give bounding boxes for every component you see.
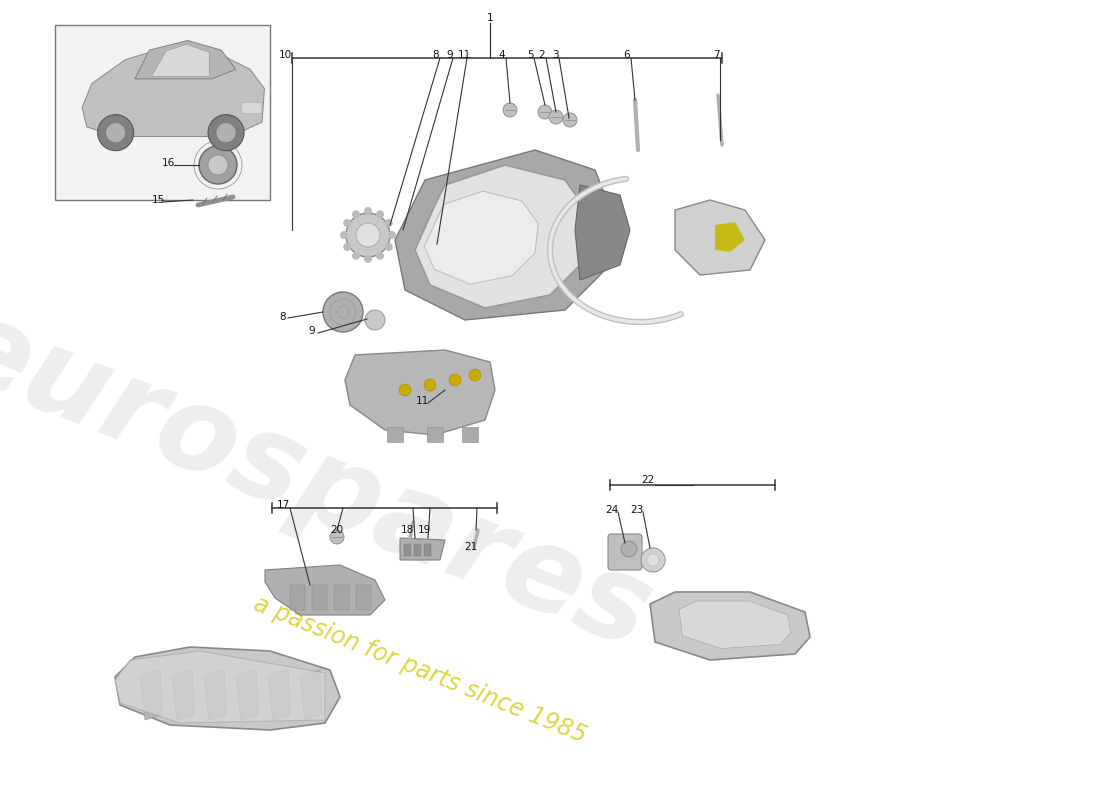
Bar: [55, 25, 270, 200]
Circle shape: [388, 231, 396, 239]
Text: 17: 17: [276, 500, 289, 510]
Polygon shape: [116, 651, 324, 723]
FancyBboxPatch shape: [608, 534, 642, 570]
Text: 2: 2: [539, 50, 546, 60]
Bar: [334, 585, 349, 610]
Circle shape: [199, 146, 236, 184]
Circle shape: [106, 122, 125, 142]
Text: 15: 15: [152, 195, 165, 205]
Text: 20: 20: [330, 525, 343, 535]
Text: a passion for parts since 1985: a passion for parts since 1985: [250, 592, 590, 748]
Text: 6: 6: [624, 50, 630, 60]
Circle shape: [340, 231, 348, 239]
Text: 16: 16: [162, 158, 175, 168]
Circle shape: [216, 122, 236, 142]
Bar: [312, 585, 327, 610]
Circle shape: [385, 243, 393, 251]
Polygon shape: [152, 44, 209, 77]
Circle shape: [352, 252, 360, 260]
Polygon shape: [679, 601, 791, 649]
Circle shape: [323, 292, 363, 332]
Text: 8: 8: [279, 312, 286, 322]
Bar: [424, 544, 431, 556]
Text: eurospares: eurospares: [0, 287, 668, 673]
Polygon shape: [140, 670, 162, 720]
Polygon shape: [395, 150, 615, 320]
Circle shape: [346, 213, 390, 257]
Polygon shape: [415, 165, 590, 308]
Circle shape: [364, 255, 372, 263]
Circle shape: [449, 374, 461, 386]
Polygon shape: [715, 222, 745, 252]
Circle shape: [538, 105, 552, 119]
Polygon shape: [650, 592, 810, 660]
Text: 19: 19: [417, 525, 430, 535]
Polygon shape: [135, 41, 235, 79]
Circle shape: [641, 548, 666, 572]
Polygon shape: [204, 670, 226, 720]
Bar: [414, 544, 421, 556]
Circle shape: [549, 110, 563, 124]
Circle shape: [385, 219, 393, 227]
Bar: [404, 544, 411, 556]
Circle shape: [376, 210, 384, 218]
Circle shape: [621, 541, 637, 557]
Text: 11: 11: [458, 50, 471, 60]
Circle shape: [563, 113, 578, 127]
Circle shape: [424, 379, 436, 391]
Circle shape: [208, 114, 244, 150]
Circle shape: [647, 554, 659, 566]
Text: 8: 8: [432, 50, 439, 60]
Text: 3: 3: [552, 50, 559, 60]
Text: 22: 22: [641, 475, 654, 485]
Circle shape: [364, 207, 372, 215]
Polygon shape: [82, 46, 264, 137]
Text: 18: 18: [400, 525, 414, 535]
Text: 21: 21: [464, 542, 477, 552]
Text: 9: 9: [447, 50, 453, 60]
Polygon shape: [425, 191, 538, 284]
Bar: [290, 585, 305, 610]
Circle shape: [399, 384, 411, 396]
Text: 23: 23: [630, 505, 644, 515]
Circle shape: [343, 219, 351, 227]
Circle shape: [352, 210, 360, 218]
Text: 1: 1: [486, 13, 493, 23]
Polygon shape: [268, 670, 290, 720]
FancyBboxPatch shape: [242, 102, 262, 114]
Text: 5: 5: [527, 50, 534, 60]
Text: 7: 7: [713, 50, 719, 60]
Polygon shape: [675, 200, 764, 275]
Circle shape: [343, 243, 351, 251]
Circle shape: [98, 114, 134, 150]
Text: 4: 4: [498, 50, 505, 60]
Text: 24: 24: [605, 505, 618, 515]
Text: 11: 11: [416, 396, 429, 406]
Circle shape: [330, 530, 344, 544]
Polygon shape: [345, 350, 495, 435]
Bar: [462, 427, 478, 442]
Polygon shape: [265, 565, 385, 615]
Polygon shape: [300, 670, 322, 720]
Circle shape: [469, 369, 481, 381]
Circle shape: [503, 103, 517, 117]
Polygon shape: [172, 670, 194, 720]
Text: 9: 9: [309, 326, 316, 336]
Bar: [387, 427, 403, 442]
Circle shape: [356, 223, 380, 247]
Circle shape: [208, 155, 228, 175]
Circle shape: [376, 252, 384, 260]
Circle shape: [365, 310, 385, 330]
Text: 10: 10: [278, 50, 292, 60]
Polygon shape: [236, 670, 258, 720]
Bar: [427, 427, 443, 442]
Bar: [356, 585, 371, 610]
Polygon shape: [575, 185, 630, 280]
Polygon shape: [400, 538, 446, 560]
Polygon shape: [116, 647, 340, 730]
